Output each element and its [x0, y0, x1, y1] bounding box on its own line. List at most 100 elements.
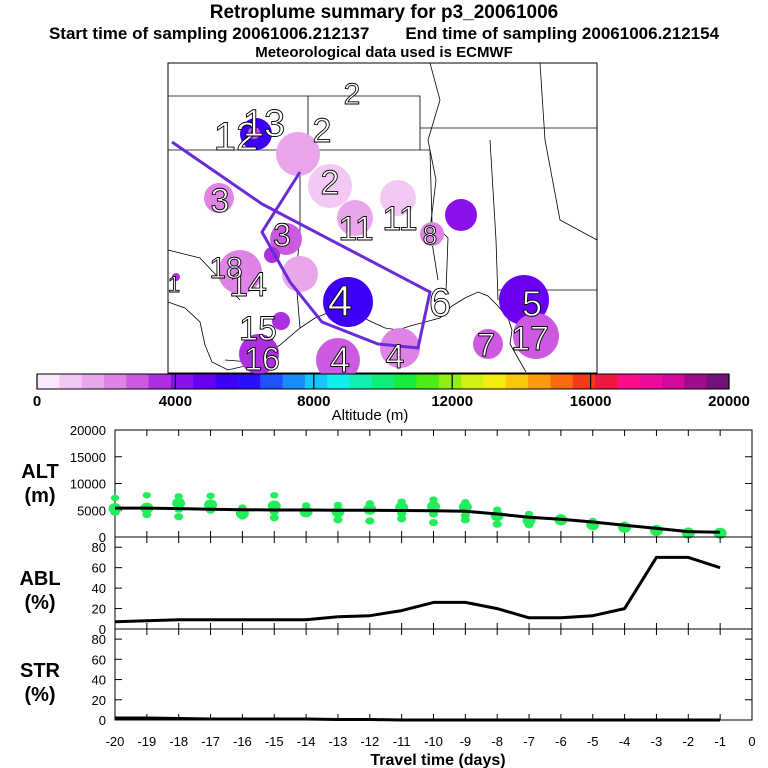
colorbar-swatch [304, 374, 328, 389]
colorbar-swatch [260, 374, 283, 389]
plume-circle [282, 256, 318, 292]
x-tick-label: -4 [619, 734, 631, 749]
colorbar-swatch [662, 374, 685, 389]
day-label: 3 [273, 217, 291, 253]
altitude-point [237, 512, 247, 520]
colorbar-label: Altitude (m) [332, 407, 409, 424]
plume-circles [172, 118, 559, 382]
plume-circle [276, 132, 320, 176]
end-time-label: End time of sampling 20061006.212154 [405, 24, 720, 43]
plume-circle [270, 223, 302, 255]
y-tick-label: 0 [99, 622, 106, 637]
plume-circle [316, 338, 360, 382]
day-label: 11 [338, 210, 373, 248]
day-label: 12 [214, 115, 259, 159]
x-tick-label: -6 [555, 734, 567, 749]
met-data-label: Meteorological data used is ECMWF [255, 44, 513, 61]
colorbar-swatch [193, 374, 216, 389]
plume-circle [473, 329, 503, 359]
day-label: 4 [328, 277, 352, 326]
chart-title: Retroplume summary for p3_20061006 [209, 2, 559, 23]
panel-abl: 0 20 40 60 80 ABL(%) [19, 536, 753, 637]
state-border-al [489, 139, 499, 301]
day-label: 7 [477, 327, 495, 363]
y-tick-label: 40 [92, 581, 106, 596]
series-line [114, 555, 721, 624]
day-label: 2 [321, 164, 340, 202]
x-tick-label: -1 [714, 734, 726, 749]
panel-label-unit: (m) [24, 485, 55, 507]
altitude-point [460, 516, 470, 524]
colorbar-swatch [550, 374, 574, 389]
day-label: 1 [168, 272, 180, 297]
start-time-label: Start time of sampling 20061006.212137 [48, 24, 370, 43]
plume-circle [499, 275, 549, 325]
panel-frame [114, 536, 753, 630]
colorbar-tick-label: 8000 [297, 393, 330, 410]
day-label: 14 [229, 266, 267, 304]
colorbar-swatch [349, 374, 373, 389]
y-tick-label: 60 [92, 652, 106, 667]
panel-label-unit: (%) [24, 684, 55, 706]
colorbar-swatch [639, 374, 663, 389]
day-label: 15 [239, 310, 277, 348]
plume-circle [248, 127, 260, 139]
colorbar-swatch [617, 374, 641, 389]
colorbar-swatch [327, 374, 350, 389]
day-label: 13 [243, 103, 285, 145]
plume-circle [323, 277, 373, 327]
colorbar-swatch [59, 374, 83, 389]
colorbar-swatch [438, 374, 462, 389]
altitude-point [269, 514, 279, 522]
plume-circle [218, 250, 262, 294]
altitude-point [299, 506, 313, 518]
day-label: 3 [211, 182, 230, 220]
y-tick-label: 20000 [70, 423, 106, 438]
day-label: 17 [511, 320, 549, 358]
day-label: 11 [382, 200, 417, 238]
panel-alt: 0 5000 10000 15000 20000 ALT(m) [21, 423, 753, 545]
series-line [115, 716, 721, 722]
day-label: 8 [423, 220, 437, 250]
colorbar-swatch [394, 374, 417, 389]
x-tick-label: -5 [587, 734, 599, 749]
x-tick-label: -3 [651, 734, 663, 749]
y-tick-label: 20 [92, 602, 106, 617]
altitude-point [110, 494, 120, 502]
altitude-point [333, 516, 343, 524]
colorbar-tick-label: 20000 [708, 393, 750, 410]
altitude-point [397, 515, 407, 523]
colorbar-swatch [416, 374, 440, 389]
altitude-point [142, 510, 152, 519]
trajectory-line [171, 140, 432, 350]
day-label: 6 [429, 281, 451, 325]
altitude-point [174, 513, 184, 521]
day-label: 2 [313, 112, 332, 150]
colorbar-tick-label: 0 [33, 393, 41, 410]
colorbar-tick-label: 12000 [431, 393, 473, 410]
x-tick-label: -10 [424, 734, 443, 749]
panel-label: STR [20, 660, 61, 682]
altitude-point [206, 492, 215, 500]
colorbar-swatch [148, 374, 172, 389]
series-line [115, 506, 721, 534]
colorbar-swatch [706, 374, 730, 389]
y-tick-label: 80 [92, 632, 106, 647]
x-tick-label: -17 [201, 734, 220, 749]
plume-circle [420, 222, 444, 246]
mexico-border [167, 249, 241, 301]
x-tick-label: -11 [393, 734, 411, 749]
panel-label: ALT [21, 461, 58, 483]
y-tick-label: 10000 [70, 477, 106, 492]
colorbar-swatch [371, 374, 395, 389]
altitude-point [174, 493, 183, 500]
colorbar-swatch [595, 374, 618, 389]
coastline [167, 291, 527, 373]
y-tick-label: 20 [92, 693, 106, 708]
plume-circle [513, 313, 559, 359]
day-label: 4 [330, 339, 350, 380]
colorbar-tick-label: 16000 [570, 393, 612, 410]
